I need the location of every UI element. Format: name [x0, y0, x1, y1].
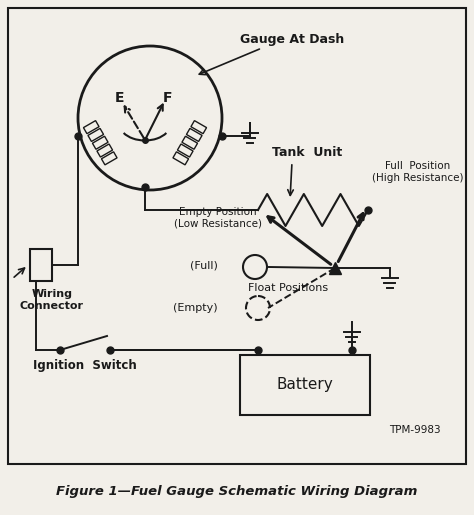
Text: Empty Position
(Low Resistance): Empty Position (Low Resistance) — [174, 207, 262, 229]
Text: F: F — [163, 91, 173, 105]
Text: Gauge At Dash: Gauge At Dash — [240, 33, 344, 46]
Bar — [191, 121, 207, 134]
Text: TPM-9983: TPM-9983 — [389, 425, 441, 435]
Text: (Empty): (Empty) — [173, 303, 218, 313]
Bar — [173, 152, 189, 165]
Bar — [88, 128, 103, 142]
Bar — [177, 144, 193, 157]
Bar — [92, 136, 108, 149]
Text: Tank  Unit: Tank Unit — [272, 146, 342, 159]
Text: Ignition  Switch: Ignition Switch — [33, 359, 137, 372]
Bar — [101, 152, 117, 165]
Text: Figure 1—Fuel Gauge Schematic Wiring Diagram: Figure 1—Fuel Gauge Schematic Wiring Dia… — [56, 486, 418, 499]
Bar — [30, 249, 52, 281]
Text: E: E — [115, 91, 125, 105]
Bar — [97, 144, 112, 157]
Bar — [182, 136, 198, 149]
Bar — [186, 128, 202, 142]
Text: Float Positions: Float Positions — [248, 283, 328, 293]
Text: (Full): (Full) — [190, 260, 218, 270]
Bar — [83, 121, 99, 134]
Text: Full  Position
(High Resistance): Full Position (High Resistance) — [372, 161, 464, 183]
Text: Wiring
Connector: Wiring Connector — [20, 289, 84, 311]
Text: Battery: Battery — [277, 377, 333, 392]
Bar — [240, 355, 370, 415]
Bar — [8, 8, 466, 464]
